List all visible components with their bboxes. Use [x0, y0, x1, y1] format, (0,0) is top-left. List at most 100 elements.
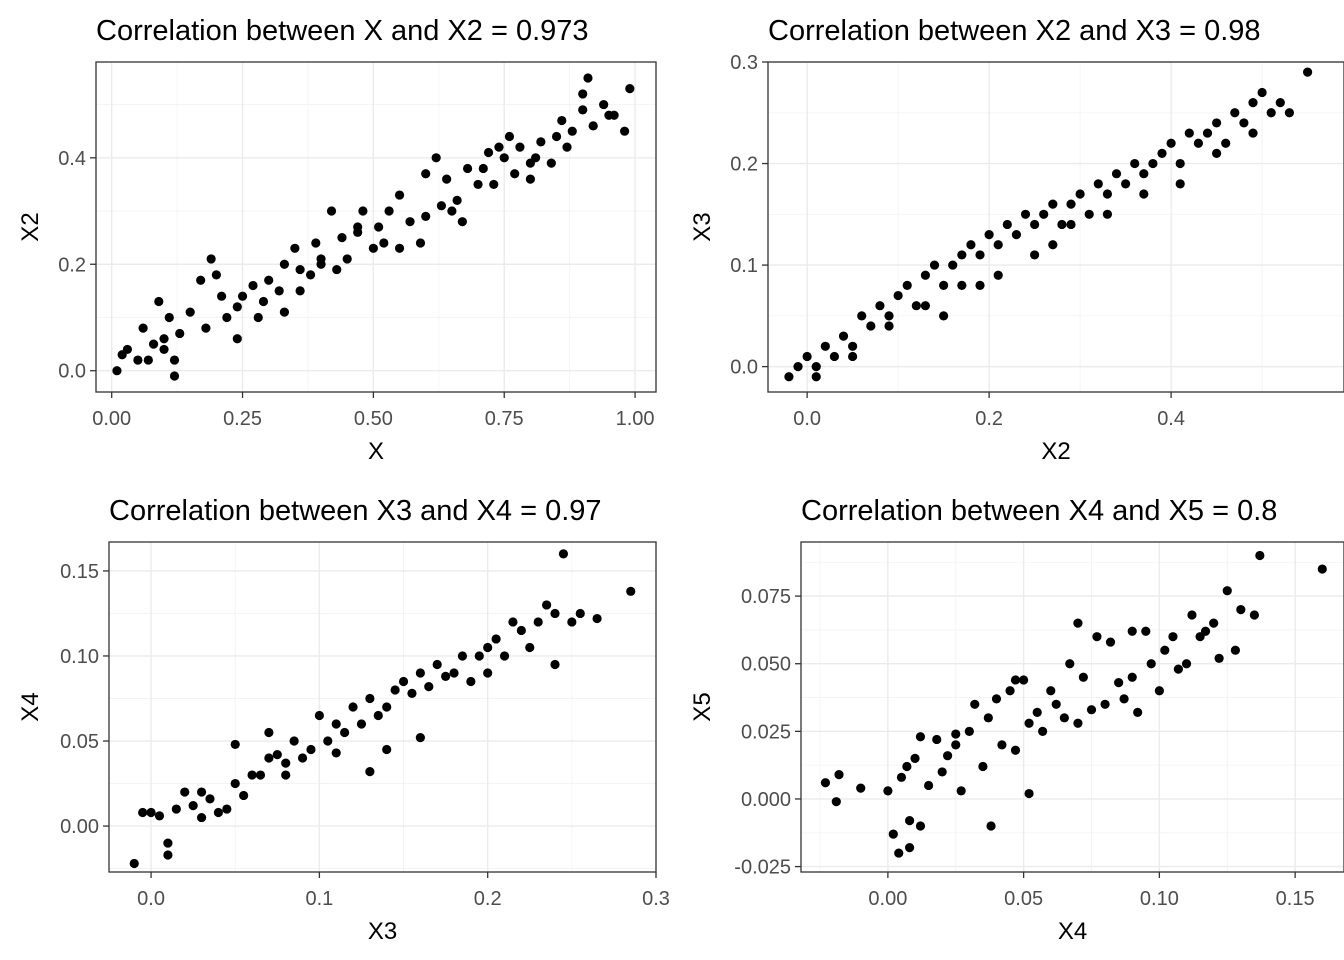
data-point [1114, 678, 1124, 688]
chart-svg: 0.00 0.25 0.50 0.75 1.00 0.0 0.2 0.4 Correlation… [17, 15, 657, 465]
x-tick-label: 0.10 [1140, 888, 1179, 910]
x-tick-label: 0.75 [485, 408, 524, 430]
plot-frame [767, 61, 1344, 393]
data-point [1139, 169, 1149, 179]
data-point [1184, 128, 1194, 138]
plot-frame [108, 541, 657, 873]
data-point [588, 121, 598, 131]
data-point [939, 311, 949, 321]
data-point [1168, 632, 1178, 642]
data-point [138, 807, 148, 818]
chart-panel-x-x2: 0.00 0.25 0.50 0.75 1.00 0.0 0.2 0.4 Correlation… [0, 0, 672, 480]
data-point [368, 243, 378, 253]
x-tick-label: 0.50 [354, 408, 393, 430]
data-point [164, 312, 174, 323]
data-point [295, 264, 305, 275]
data-point [970, 699, 980, 709]
data-point [129, 858, 139, 869]
data-point [491, 634, 501, 644]
x-axis-label: X2 [1041, 438, 1070, 465]
y-tick-label: 0.075 [741, 586, 791, 608]
data-point [1130, 158, 1140, 169]
y-tick-label: 0.0 [58, 361, 86, 383]
data-point [820, 341, 830, 351]
data-point [1092, 632, 1102, 642]
data-point [1051, 699, 1061, 709]
data-point [1248, 128, 1258, 138]
y-axis-label: X3 [689, 212, 716, 241]
data-point [1221, 138, 1231, 148]
data-point [122, 344, 133, 355]
data-point [205, 794, 215, 804]
chart-panel-x2-x3: 0.0 0.2 0.4 0.0 0.1 0.2 0.3 Correlation between… [672, 0, 1344, 480]
data-point [578, 105, 588, 115]
plot-background [801, 542, 1344, 872]
y-tick-label: 0.3 [730, 52, 758, 74]
data-point [1230, 645, 1240, 655]
data-point [196, 812, 207, 823]
data-point [1166, 138, 1176, 148]
data-point [452, 195, 462, 205]
y-tick-label: 0.0 [730, 357, 758, 379]
data-point [975, 280, 985, 290]
data-point [1200, 626, 1211, 636]
data-point [415, 668, 425, 678]
data-point [340, 727, 350, 738]
data-point [1127, 626, 1137, 636]
data-point [562, 142, 572, 152]
data-point [567, 617, 577, 627]
data-point [146, 807, 156, 818]
data-point [533, 617, 543, 627]
data-point [499, 651, 510, 661]
x-tick-label: 0.0 [137, 888, 165, 910]
data-point [531, 153, 541, 163]
data-point [358, 206, 368, 216]
data-point [201, 323, 211, 333]
data-point [279, 307, 290, 317]
data-point [382, 702, 392, 712]
data-point [848, 341, 858, 351]
data-point [1230, 108, 1240, 118]
data-points [820, 550, 1327, 858]
data-point [457, 651, 468, 661]
data-points [112, 73, 635, 381]
x-tick-label: 0.2 [975, 408, 1003, 430]
data-point [820, 778, 831, 788]
data-point [1005, 686, 1015, 696]
data-point [508, 617, 518, 627]
data-point [978, 761, 988, 772]
data-point [1284, 108, 1295, 118]
data-point [230, 778, 240, 789]
data-point [1173, 664, 1183, 674]
data-point [169, 355, 180, 365]
y-tick-label: 0.050 [741, 654, 791, 676]
data-point [281, 770, 291, 780]
data-point [1214, 653, 1224, 663]
data-point [619, 126, 630, 136]
data-point [1024, 788, 1034, 799]
data-point [609, 110, 619, 120]
data-point [1024, 718, 1034, 728]
data-point [1102, 189, 1113, 199]
data-point [415, 733, 425, 743]
data-point [264, 727, 274, 738]
data-point [902, 280, 912, 290]
data-point [466, 676, 476, 687]
data-point [154, 811, 165, 821]
x-tick-label: 0.00 [868, 888, 907, 910]
data-point [1175, 179, 1185, 189]
data-point [230, 739, 240, 750]
data-point [306, 744, 316, 755]
x-axis-label: X3 [368, 918, 397, 945]
data-point [217, 291, 227, 301]
data-point [305, 270, 316, 280]
data-point [356, 719, 367, 729]
data-point [1019, 675, 1029, 685]
data-point [896, 772, 907, 782]
data-point [993, 240, 1003, 250]
data-point [1193, 138, 1204, 148]
x-tick-label: 0.1 [305, 888, 333, 910]
chart-title: Correlation between X and X2 = 0.973 [96, 15, 589, 47]
data-point [550, 608, 560, 619]
data-point [206, 254, 216, 264]
